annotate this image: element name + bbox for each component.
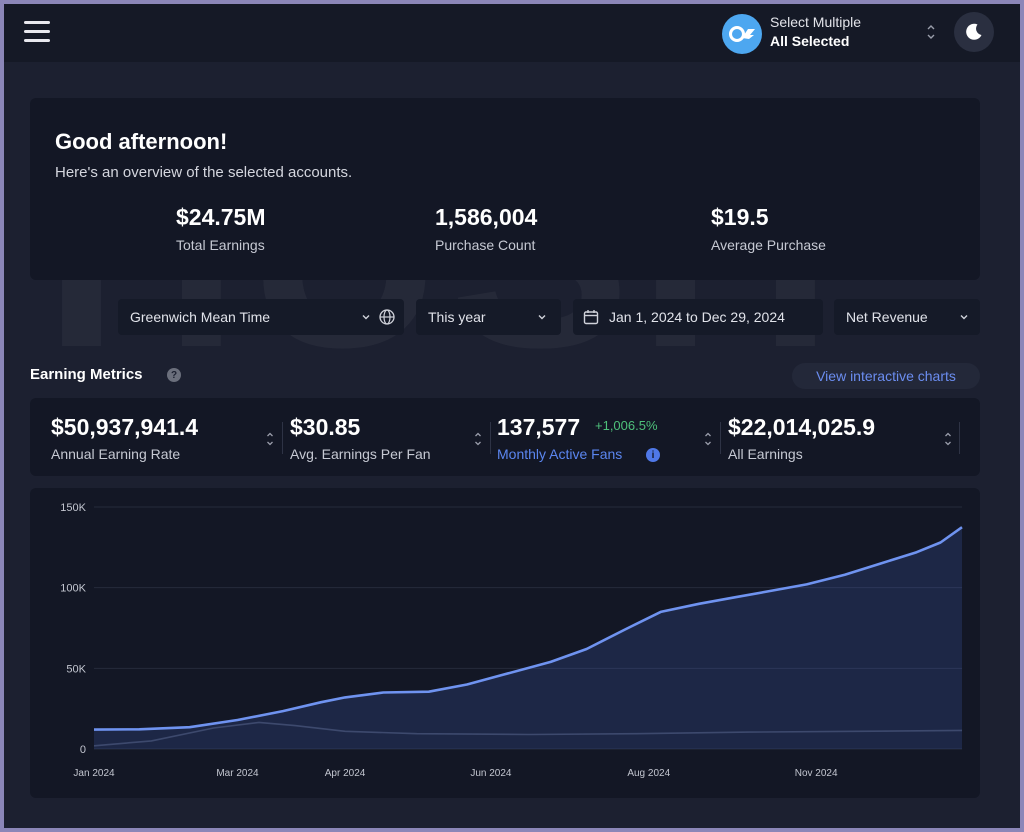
moon-icon (966, 23, 982, 40)
updown-chevron-icon[interactable] (944, 429, 952, 449)
period-value: This year (428, 309, 486, 325)
theme-toggle-button[interactable] (954, 12, 994, 52)
monthly-active-fans-label[interactable]: Monthly Active Fans (497, 446, 623, 462)
total-earnings-label: Total Earnings (176, 237, 265, 253)
all-earnings-label: All Earnings (728, 446, 803, 462)
greeting-title: Good afternoon! (55, 129, 228, 154)
average-purchase-label: Average Purchase (711, 237, 826, 253)
fans-change-badge: +1,006.5% (595, 418, 658, 433)
updown-chevron-icon (927, 25, 935, 39)
menu-icon[interactable] (24, 21, 50, 43)
globe-icon (379, 309, 395, 325)
monthly-active-fans-value: 137,577 (497, 414, 581, 440)
earnings-chart: 150K 100K 50K 0 Jan 2024 Mar 2024 Apr 2024 Jun … (30, 488, 980, 798)
series-line-primary (93, 526, 963, 731)
purchase-count-value: 1,586,004 (435, 204, 538, 230)
help-icon[interactable]: ? (167, 368, 181, 382)
all-earnings-value: $22,014,025.9 (728, 414, 876, 440)
updown-chevron-icon[interactable] (266, 429, 274, 449)
account-selector-value: All Selected (770, 33, 850, 49)
annual-earning-rate-label: Annual Earning Rate (51, 446, 181, 462)
date-range-value: Jan 1, 2024 to Dec 29, 2024 (609, 309, 785, 325)
purchase-count-label: Purchase Count (435, 237, 536, 253)
metric-value: Net Revenue (846, 309, 928, 325)
period-select[interactable]: This year (416, 299, 561, 335)
greeting-subtitle: Here's an overview of the selected accou… (55, 164, 353, 181)
x-tick-label: Nov 2024 (795, 768, 838, 779)
x-tick-label: Jan 2024 (73, 768, 115, 779)
chevron-down-icon (538, 315, 546, 320)
timezone-select[interactable]: Greenwich Mean Time (118, 299, 404, 335)
onlyfans-logo-icon (722, 14, 762, 54)
avg-earnings-per-fan-value: $30.85 (290, 414, 361, 440)
earnings-chart-svg: 150K 100K 50K 0 Jan 2024 Mar 2024 Apr 2024 Jun … (60, 502, 963, 779)
metric-divider (490, 422, 491, 454)
x-tick-label: Apr 2024 (325, 768, 366, 779)
y-tick-label: 50K (66, 663, 86, 675)
metric-divider (282, 422, 283, 454)
chevron-down-icon (960, 315, 968, 320)
account-selector-title: Select Multiple (770, 14, 862, 30)
app-window: Select Multiple All Selected HUSH HUSH G… (4, 4, 1020, 828)
info-icon[interactable]: i (646, 448, 660, 462)
y-tick-label: 100K (60, 583, 86, 595)
y-tick-label: 0 (80, 744, 86, 756)
x-tick-label: Jun 2024 (470, 768, 512, 779)
overview-panel (30, 98, 980, 280)
series-line-secondary (93, 721, 963, 747)
metric-divider (720, 422, 721, 454)
chevron-down-icon (362, 315, 370, 320)
average-purchase-value: $19.5 (711, 204, 769, 230)
account-selector[interactable]: Select Multiple All Selected (720, 12, 946, 54)
earning-metrics-title: Earning Metrics (30, 366, 143, 383)
top-bar: Select Multiple All Selected (4, 4, 1020, 62)
total-earnings-value: $24.75M (176, 204, 266, 230)
calendar-icon (583, 310, 599, 325)
view-interactive-charts-link[interactable]: View interactive charts (792, 363, 980, 389)
x-tick-label: Mar 2024 (216, 768, 259, 779)
annual-earning-rate-value: $50,937,941.4 (51, 414, 199, 440)
metric-divider (959, 422, 960, 454)
x-tick-label: Aug 2024 (627, 768, 670, 779)
metrics-bar (30, 398, 980, 476)
series-area-primary (94, 527, 962, 749)
date-range-picker[interactable]: Jan 1, 2024 to Dec 29, 2024 (573, 299, 823, 335)
y-tick-label: 150K (60, 502, 86, 514)
timezone-value: Greenwich Mean Time (130, 309, 271, 325)
updown-chevron-icon[interactable] (704, 429, 712, 449)
updown-chevron-icon[interactable] (474, 429, 482, 449)
metric-select[interactable]: Net Revenue (834, 299, 980, 335)
avg-earnings-per-fan-label: Avg. Earnings Per Fan (290, 446, 431, 462)
